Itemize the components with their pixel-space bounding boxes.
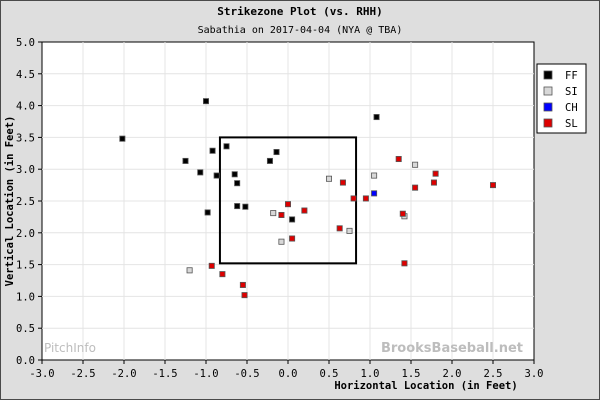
pitch-marker-sl xyxy=(339,179,346,186)
chart-subtitle: Sabathia on 2017-04-04 (NYA @ TBA) xyxy=(198,25,403,36)
pitch-marker-ff xyxy=(273,149,280,156)
x-tick-label: -2.0 xyxy=(111,368,136,380)
series-sl xyxy=(208,156,496,299)
pitch-marker-ff xyxy=(289,216,296,223)
pitch-marker-sl xyxy=(399,210,406,217)
pitch-marker-ff xyxy=(197,169,204,176)
pitch-marker-sl xyxy=(362,195,369,202)
y-tick-label: 1.0 xyxy=(16,291,35,303)
pitch-marker-ff xyxy=(234,203,241,210)
y-tick-label: 5.0 xyxy=(16,37,35,49)
pitch-marker-sl xyxy=(208,262,215,269)
pitch-marker-ff xyxy=(209,147,216,154)
pitch-marker-si xyxy=(186,267,193,274)
y-tick-label: 4.0 xyxy=(16,101,35,113)
legend-swatch-ch xyxy=(543,102,553,112)
legend: FF SI CH SL xyxy=(536,63,587,134)
x-tick-label: -3.0 xyxy=(29,368,54,380)
x-tick-label: 3.0 xyxy=(525,368,544,380)
x-tick-label: -2.5 xyxy=(70,368,95,380)
pitch-marker-ff xyxy=(202,98,209,105)
pitch-marker-sl xyxy=(289,235,296,242)
y-tick-label: 4.5 xyxy=(16,69,35,81)
pitch-marker-sl xyxy=(432,170,439,177)
x-axis-label: Horizontal Location (in Feet) xyxy=(334,380,517,392)
y-tick-label: 2.0 xyxy=(16,228,35,240)
pitch-marker-si xyxy=(270,210,277,217)
y-tick-label: 2.5 xyxy=(16,196,35,208)
x-tick-label: 1.5 xyxy=(402,368,421,380)
pitch-marker-ff xyxy=(182,157,189,164)
pitch-marker-ch xyxy=(371,190,378,197)
pitch-marker-ff xyxy=(373,114,380,121)
pitch-marker-sl xyxy=(241,292,248,299)
pitch-marker-sl xyxy=(301,207,308,214)
legend-label-ff: FF xyxy=(565,70,578,82)
legend-swatch-ff xyxy=(543,70,553,80)
pitch-marker-si xyxy=(412,161,419,168)
x-tick-label: 0.5 xyxy=(320,368,339,380)
chart-title: Strikezone Plot (vs. RHH) xyxy=(217,5,383,18)
y-tick-label: 3.0 xyxy=(16,164,35,176)
series-ch xyxy=(371,190,378,197)
legend-swatch-si xyxy=(543,86,553,96)
pitch-marker-sl xyxy=(430,179,437,186)
pitch-marker-si xyxy=(278,238,285,245)
x-tick-label: 2.0 xyxy=(443,368,462,380)
x-tick-label: 2.5 xyxy=(484,368,503,380)
pitch-marker-sl xyxy=(412,184,419,191)
series-ff xyxy=(119,98,380,223)
watermark-brooksbaseball: BrooksBaseball.net xyxy=(381,341,523,356)
watermark-pitchinfo: PitchInfo xyxy=(44,341,96,355)
axis-ticks xyxy=(38,41,535,364)
pitch-marker-ff xyxy=(242,203,249,210)
pitch-marker-ff xyxy=(223,143,230,150)
pitch-marker-si xyxy=(371,172,378,179)
pitch-marker-ff xyxy=(213,172,220,179)
y-tick-label: 0.0 xyxy=(16,355,35,367)
pitch-marker-sl xyxy=(350,195,357,202)
pitch-marker-ff xyxy=(119,135,126,142)
x-tick-label: -0.5 xyxy=(234,368,259,380)
pitch-marker-si xyxy=(325,175,332,182)
x-tick-label: 0.0 xyxy=(279,368,298,380)
legend-label-si: SI xyxy=(565,86,578,98)
pitch-marker-ff xyxy=(231,171,238,178)
y-tick-label: 0.5 xyxy=(16,323,35,335)
pitch-marker-ff xyxy=(234,180,241,187)
pitch-marker-sl xyxy=(239,281,246,288)
legend-label-ch: CH xyxy=(565,102,578,114)
axis-tick-labels: -3.0 -2.5 -2.0 -1.5 -1.0 -0.5 0.0 0.5 1.0 1.5 2.0 2… xyxy=(16,37,543,380)
pitch-marker-ff xyxy=(266,157,273,164)
pitch-markers xyxy=(119,98,496,299)
pitch-marker-sl xyxy=(489,182,496,189)
x-tick-label: 1.0 xyxy=(361,368,380,380)
pitch-marker-sl xyxy=(284,201,291,208)
y-axis-label: Vertical Location (in Feet) xyxy=(4,116,16,287)
pitch-marker-sl xyxy=(336,225,343,232)
pitch-marker-sl xyxy=(401,260,408,267)
pitch-marker-sl xyxy=(395,156,402,163)
legend-swatch-sl xyxy=(543,118,553,128)
x-tick-label: -1.0 xyxy=(193,368,218,380)
x-tick-label: -1.5 xyxy=(152,368,177,380)
legend-label-sl: SL xyxy=(565,118,578,130)
pitch-marker-si xyxy=(346,227,353,234)
y-tick-label: 3.5 xyxy=(16,132,35,144)
pitch-marker-sl xyxy=(278,211,285,218)
y-tick-label: 1.5 xyxy=(16,260,35,272)
pitch-marker-ff xyxy=(204,209,211,216)
pitch-marker-sl xyxy=(219,271,226,278)
